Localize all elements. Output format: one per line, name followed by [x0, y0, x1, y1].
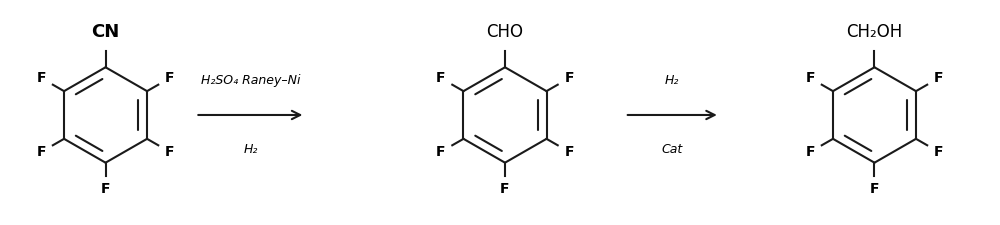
Text: F: F: [500, 182, 510, 196]
Text: F: F: [870, 182, 879, 196]
Text: H₂: H₂: [243, 143, 258, 156]
Text: Cat: Cat: [662, 143, 683, 156]
Text: F: F: [436, 145, 445, 159]
Text: H₂SO₄ Raney–Ni: H₂SO₄ Raney–Ni: [201, 74, 300, 87]
Text: F: F: [36, 71, 46, 85]
Text: F: F: [565, 145, 574, 159]
Text: CN: CN: [91, 23, 120, 41]
Text: F: F: [36, 145, 46, 159]
Text: H₂: H₂: [665, 74, 679, 87]
Text: F: F: [805, 71, 815, 85]
Text: F: F: [934, 71, 944, 85]
Text: F: F: [165, 145, 175, 159]
Text: F: F: [436, 71, 445, 85]
Text: F: F: [934, 145, 944, 159]
Text: CHO: CHO: [486, 23, 523, 41]
Text: F: F: [805, 145, 815, 159]
Text: F: F: [165, 71, 175, 85]
Text: CH₂OH: CH₂OH: [846, 23, 903, 41]
Text: F: F: [565, 71, 574, 85]
Text: F: F: [101, 182, 110, 196]
